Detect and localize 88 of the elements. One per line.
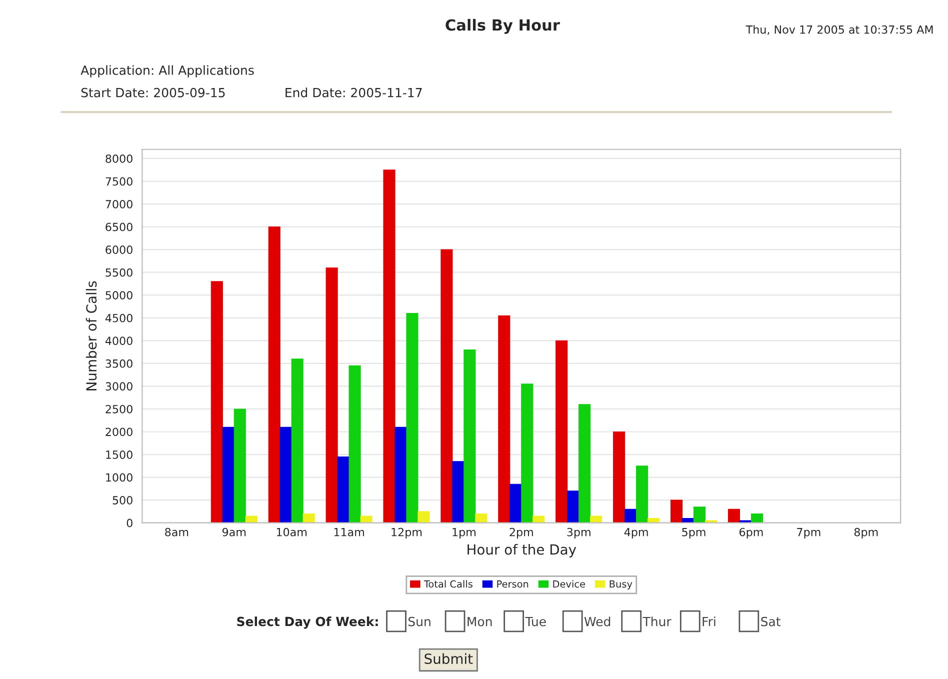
bar bbox=[567, 490, 580, 523]
bar bbox=[728, 508, 740, 523]
bar bbox=[406, 313, 418, 523]
bar bbox=[521, 384, 534, 523]
bar bbox=[210, 281, 223, 523]
y-tick-label: 5000 bbox=[106, 291, 132, 300]
y-tick-label: 6000 bbox=[106, 246, 132, 254]
bar bbox=[464, 349, 476, 523]
x-tick-label: 4pm bbox=[624, 528, 648, 538]
y-axis-title: Number of Calls bbox=[86, 281, 97, 390]
x-tick-label: 9am bbox=[222, 528, 246, 536]
text: Sun bbox=[408, 616, 430, 626]
bar bbox=[636, 466, 648, 523]
bar bbox=[693, 506, 706, 523]
text: Thur bbox=[642, 616, 672, 626]
bar bbox=[613, 431, 626, 523]
bar bbox=[326, 268, 338, 523]
legend-label: Device bbox=[553, 580, 585, 588]
bar bbox=[302, 513, 315, 523]
bar bbox=[234, 408, 246, 523]
x-tick-label: 7pm bbox=[797, 528, 820, 538]
bar bbox=[498, 315, 510, 523]
text: Tue bbox=[525, 616, 546, 626]
bar bbox=[268, 226, 280, 523]
bar bbox=[704, 520, 718, 523]
text: Application: All Applications bbox=[80, 65, 254, 78]
text: Thu, Nov 17 2005 at 10:37:55 AM bbox=[746, 25, 933, 35]
bar bbox=[475, 513, 488, 523]
y-tick-label: 4500 bbox=[105, 314, 132, 322]
y-tick-label: 2000 bbox=[106, 428, 132, 436]
x-tick-label: 12pm bbox=[392, 528, 422, 538]
y-tick-label: 3500 bbox=[106, 359, 132, 368]
y-tick-label: 0 bbox=[126, 518, 132, 528]
x-axis-title: Hour of the Day bbox=[468, 544, 576, 558]
y-tick-label: 5500 bbox=[106, 268, 132, 277]
text: Submit bbox=[424, 653, 473, 664]
bar bbox=[348, 365, 361, 523]
y-tick-label: 1500 bbox=[106, 450, 132, 459]
x-tick-label: 10am bbox=[276, 528, 307, 536]
text: End Date: 2005-11-17 bbox=[286, 88, 422, 98]
bar bbox=[383, 170, 396, 523]
bar bbox=[440, 249, 453, 523]
bar bbox=[624, 508, 637, 523]
bar bbox=[648, 518, 660, 523]
x-tick-label: 8am bbox=[165, 528, 188, 536]
y-tick-label: 500 bbox=[112, 496, 132, 504]
text: Select Day Of Week: bbox=[237, 616, 378, 629]
bar bbox=[532, 516, 545, 523]
y-tick-label: 1000 bbox=[106, 473, 132, 482]
legend-label: Person bbox=[497, 580, 528, 588]
bar bbox=[337, 456, 350, 523]
bar bbox=[394, 426, 407, 523]
y-tick-label: 3000 bbox=[106, 382, 132, 391]
x-tick-label: 8pm bbox=[854, 528, 878, 538]
y-tick-label: 2500 bbox=[106, 404, 132, 414]
x-tick-label: 5pm bbox=[682, 528, 706, 538]
bar bbox=[556, 340, 568, 523]
legend-label: Total Calls bbox=[424, 580, 472, 588]
x-tick-label: 3pm bbox=[567, 528, 590, 538]
x-tick-label: 1pm bbox=[452, 528, 476, 538]
x-tick-label: 2pm bbox=[510, 528, 533, 538]
y-tick-label: 4000 bbox=[105, 336, 132, 346]
y-tick-label: 7000 bbox=[106, 200, 132, 208]
chart-title: Calls By Hour bbox=[446, 18, 560, 34]
text: Sat bbox=[761, 616, 780, 626]
text: Start Date: 2005-09-15 bbox=[81, 88, 225, 98]
bar bbox=[360, 516, 372, 523]
legend-label: Busy bbox=[610, 580, 632, 590]
bar bbox=[245, 516, 258, 523]
bar bbox=[510, 484, 522, 523]
text: Fri bbox=[702, 616, 716, 626]
bar bbox=[578, 404, 591, 523]
bar bbox=[291, 358, 304, 523]
bar bbox=[750, 513, 763, 523]
bar bbox=[222, 426, 234, 523]
bar bbox=[670, 500, 683, 523]
bar bbox=[452, 461, 464, 523]
text: Wed bbox=[584, 616, 610, 626]
y-tick-label: 8000 bbox=[106, 154, 132, 163]
x-tick-label: 11am bbox=[334, 528, 364, 536]
y-tick-label: 6500 bbox=[106, 222, 132, 232]
text: Mon bbox=[468, 616, 492, 626]
bar bbox=[739, 520, 752, 523]
y-tick-label: 7500 bbox=[106, 177, 132, 186]
x-tick-label: 6pm bbox=[740, 528, 763, 538]
bar bbox=[590, 516, 602, 523]
bar bbox=[280, 426, 292, 523]
bar bbox=[418, 511, 430, 523]
